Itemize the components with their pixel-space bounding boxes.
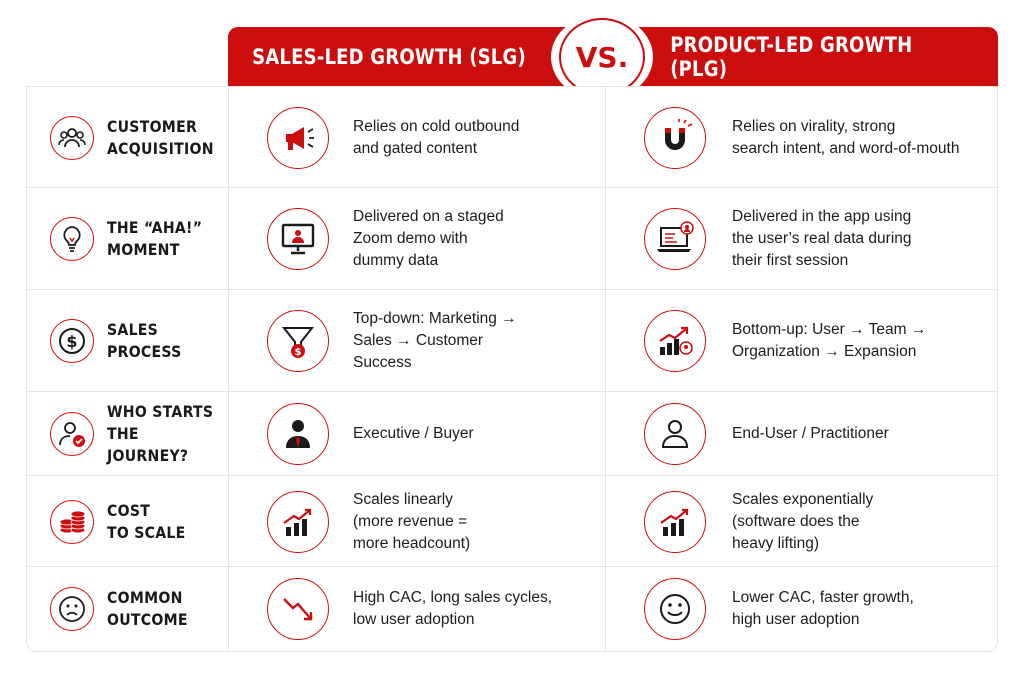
dollar-coin-icon: $ bbox=[50, 319, 94, 363]
svg-text:$: $ bbox=[295, 347, 302, 358]
slg-cell: Scales linearly (more revenue = more hea… bbox=[229, 476, 605, 566]
monitor-presenter-icon bbox=[267, 208, 329, 270]
category-label: CUSTOMER ACQUISITION bbox=[107, 117, 214, 158]
plg-column-title: PRODUCT-LED GROWTH (PLG) bbox=[670, 33, 913, 81]
plg-description: Bottom-up: User → Team → Organization → … bbox=[732, 321, 927, 360]
plg-cell: Bottom-up: User → Team → Organization → … bbox=[606, 290, 997, 391]
slg-cell: Executive / Buyer bbox=[229, 392, 605, 475]
category-label: COST TO SCALE bbox=[107, 501, 186, 542]
vs-badge: VS. bbox=[559, 18, 645, 96]
slg-column-title: SALES-LED GROWTH (SLG) bbox=[252, 45, 526, 69]
bar-chart-up-icon bbox=[644, 490, 706, 553]
row-category: THE “AHA!” MOMENT bbox=[27, 188, 228, 289]
plg-description: Scales exponentially (software does the … bbox=[732, 491, 874, 552]
row-category: $ SALES PROCESS bbox=[27, 290, 228, 391]
user-outline-icon bbox=[644, 403, 706, 465]
plg-description: Relies on virality, strong search intent… bbox=[732, 118, 960, 157]
user-check-icon bbox=[50, 412, 94, 456]
slg-cell: High CAC, long sales cycles, low user ad… bbox=[229, 567, 605, 651]
category-label: WHO STARTS THE JOURNEY? bbox=[107, 402, 214, 465]
svg-text:$: $ bbox=[66, 332, 77, 351]
slg-cell: Delivered on a staged Zoom demo with dum… bbox=[229, 188, 605, 289]
plg-description: Lower CAC, faster growth, high user adop… bbox=[732, 589, 914, 628]
laptop-user-icon bbox=[644, 208, 706, 270]
table-row: COMMON OUTCOME High CAC, long sales cycle… bbox=[27, 567, 997, 651]
plg-cell: End-User / Practitioner bbox=[606, 392, 997, 475]
sales-funnel-icon: $ bbox=[267, 310, 329, 372]
table-row: COST TO SCALE Scales linearly (more reven… bbox=[27, 476, 997, 567]
table-row: CUSTOMER ACQUISITION Relies on cold outbo… bbox=[27, 87, 997, 188]
bar-chart-up-icon bbox=[267, 490, 329, 553]
row-category: CUSTOMER ACQUISITION bbox=[27, 87, 228, 187]
plg-cell: Relies on virality, strong search intent… bbox=[606, 87, 997, 187]
slg-description: Top-down: Marketing → Sales → Customer S… bbox=[353, 310, 517, 371]
table-row: WHO STARTS THE JOURNEY? Executive / Buyer… bbox=[27, 392, 997, 476]
row-category: WHO STARTS THE JOURNEY? bbox=[27, 392, 228, 475]
slg-description: Relies on cold outbound and gated conten… bbox=[353, 118, 520, 157]
category-label: THE “AHA!” MOMENT bbox=[107, 218, 203, 259]
plg-cell: Scales exponentially (software does the … bbox=[606, 476, 997, 566]
plg-description: Delivered in the app using the user’s re… bbox=[732, 208, 912, 269]
table-row: $ SALES PROCESS $ Top-down: Marketing → Sal… bbox=[27, 290, 997, 392]
plg-description: End-User / Practitioner bbox=[732, 425, 889, 442]
category-label: COMMON OUTCOME bbox=[107, 588, 188, 629]
category-label: SALES PROCESS bbox=[107, 320, 182, 361]
comparison-table: CUSTOMER ACQUISITION Relies on cold outbo… bbox=[26, 86, 998, 652]
sad-face-icon bbox=[50, 587, 94, 631]
lightbulb-icon bbox=[50, 217, 94, 261]
slg-description: High CAC, long sales cycles, low user ad… bbox=[353, 589, 552, 628]
trend-down-icon bbox=[267, 578, 329, 640]
slg-cell: Relies on cold outbound and gated conten… bbox=[229, 87, 605, 187]
column-divider bbox=[228, 87, 229, 651]
plg-cell: Lower CAC, faster growth, high user adop… bbox=[606, 567, 997, 651]
growth-chart-user-icon bbox=[644, 310, 706, 372]
column-divider bbox=[605, 87, 606, 651]
row-category: COMMON OUTCOME bbox=[27, 567, 228, 651]
slg-description: Delivered on a staged Zoom demo with dum… bbox=[353, 208, 504, 269]
people-group-icon bbox=[50, 115, 94, 160]
magnet-icon bbox=[644, 106, 706, 169]
slg-description: Executive / Buyer bbox=[353, 425, 474, 442]
plg-cell: Delivered in the app using the user’s re… bbox=[606, 188, 997, 289]
slg-cell: $ Top-down: Marketing → Sales → Customer … bbox=[229, 290, 605, 391]
executive-icon bbox=[267, 403, 329, 465]
megaphone-icon bbox=[267, 106, 329, 169]
slg-description: Scales linearly (more revenue = more hea… bbox=[353, 491, 471, 552]
coin-stack-icon bbox=[50, 499, 94, 544]
table-row: THE “AHA!” MOMENT Delivered on a staged Z… bbox=[27, 188, 997, 290]
row-category: COST TO SCALE bbox=[27, 476, 228, 566]
happy-face-icon bbox=[644, 578, 706, 640]
